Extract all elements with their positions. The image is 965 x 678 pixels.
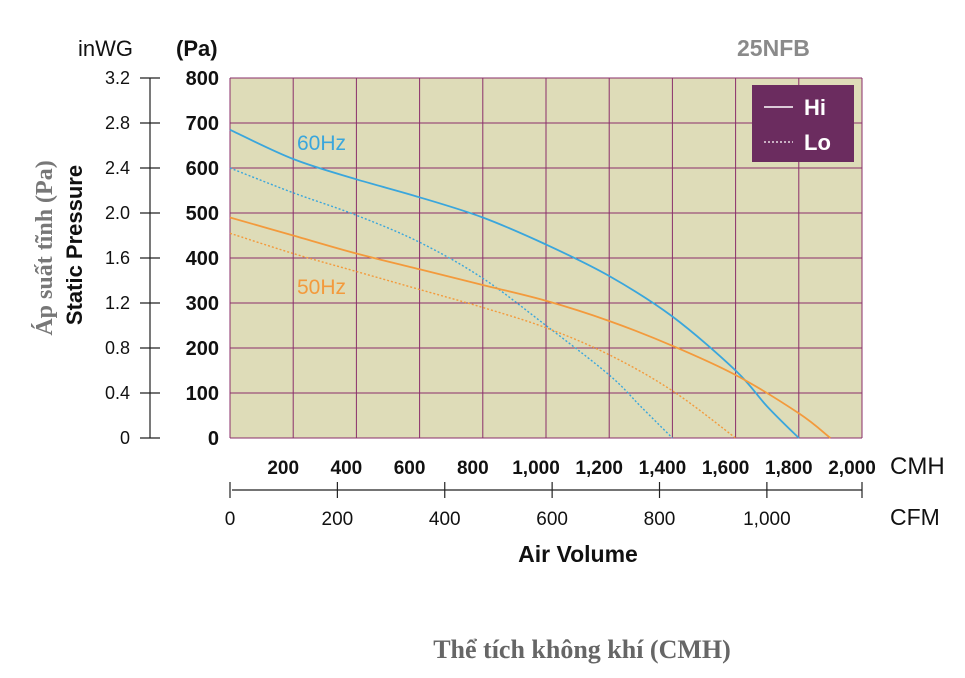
- pa-tick-label: 200: [186, 338, 219, 360]
- inwg-tick-label: 0: [120, 428, 130, 448]
- cmh-tick-label: 200: [267, 458, 299, 479]
- cfm-tick-label: 0: [225, 509, 236, 530]
- series-group: [229, 128, 831, 439]
- cfm-tick-label: 1,000: [743, 509, 791, 530]
- inwg-tick-label: 0.4: [105, 383, 130, 403]
- cfm-tick-label: 800: [644, 509, 676, 530]
- inwg-tick-label: 2.8: [105, 113, 130, 133]
- inwg-tick-label: 0.8: [105, 338, 130, 358]
- annotation-50hz: 50Hz: [297, 276, 346, 299]
- inwg-ticks: 0 0.4 0.8 1.2 1.6 2.0 2.4 2.8 3.2: [105, 68, 160, 448]
- unit-pa: (Pa): [176, 36, 218, 61]
- cmh-tick-label: 1,000: [512, 458, 560, 479]
- cmh-tick-label: 2,000: [828, 458, 876, 479]
- pa-tick-label: 700: [186, 113, 219, 135]
- inwg-tick-label: 1.2: [105, 293, 130, 313]
- cfm-tick-label: 400: [429, 509, 461, 530]
- legend-lo-label: Lo: [804, 130, 831, 155]
- cmh-tick-label: 1,400: [639, 458, 687, 479]
- x-unit-cmh: CMH: [890, 453, 945, 480]
- series-line-60hz-hi: [229, 128, 800, 439]
- legend-hi-label: Hi: [804, 95, 826, 120]
- pa-tick-label: 100: [186, 383, 219, 405]
- annotation-60hz: 60Hz: [297, 132, 346, 155]
- cmh-tick-label: 800: [457, 458, 489, 479]
- pa-tick-label: 600: [186, 158, 219, 180]
- cmh-tick-label: 1,200: [575, 458, 623, 479]
- pa-tick-label: 500: [186, 203, 219, 225]
- cfm-tick-label: 600: [536, 509, 568, 530]
- series-line-50hz-lo: [229, 232, 737, 439]
- pa-tick-label: 400: [186, 248, 219, 270]
- cmh-tick-label: 600: [394, 458, 426, 479]
- ylabel-en: Static Pressure: [62, 165, 87, 325]
- xlabel-vi: Thể tích không khí (CMH): [433, 635, 731, 664]
- unit-inwg: inWG: [78, 36, 133, 61]
- cmh-tick-label: 400: [331, 458, 363, 479]
- cmh-ticks: 200 400 600 800 1,000 1,200 1,400 1,600 1,800 2,0…: [267, 458, 875, 479]
- pa-tick-label: 0: [208, 428, 219, 450]
- xlabel-en: Air Volume: [518, 541, 638, 567]
- inwg-tick-label: 2.0: [105, 203, 130, 223]
- model-label: 25NFB: [737, 35, 810, 61]
- cfm-ticks: 0 200 400 600 800 1,000: [225, 482, 863, 530]
- series-line-50hz-hi: [229, 216, 831, 439]
- x-unit-cfm: CFM: [890, 504, 940, 530]
- inwg-tick-label: 2.4: [105, 158, 130, 178]
- legend: Hi Lo: [752, 85, 854, 162]
- cmh-tick-label: 1,600: [702, 458, 750, 479]
- series-line-60hz-lo: [229, 167, 673, 439]
- ylabel-vi: Áp suất tĩnh (Pa): [32, 160, 58, 335]
- pa-tick-label: 800: [186, 68, 219, 90]
- inwg-tick-label: 1.6: [105, 248, 130, 268]
- pa-tick-label: 300: [186, 293, 219, 315]
- inwg-tick-label: 3.2: [105, 68, 130, 88]
- cfm-tick-label: 200: [322, 509, 354, 530]
- pa-ticks: 0 100 200 300 400 500 600 700 800: [186, 68, 219, 450]
- cmh-tick-label: 1,800: [765, 458, 813, 479]
- legend-box: [752, 85, 854, 162]
